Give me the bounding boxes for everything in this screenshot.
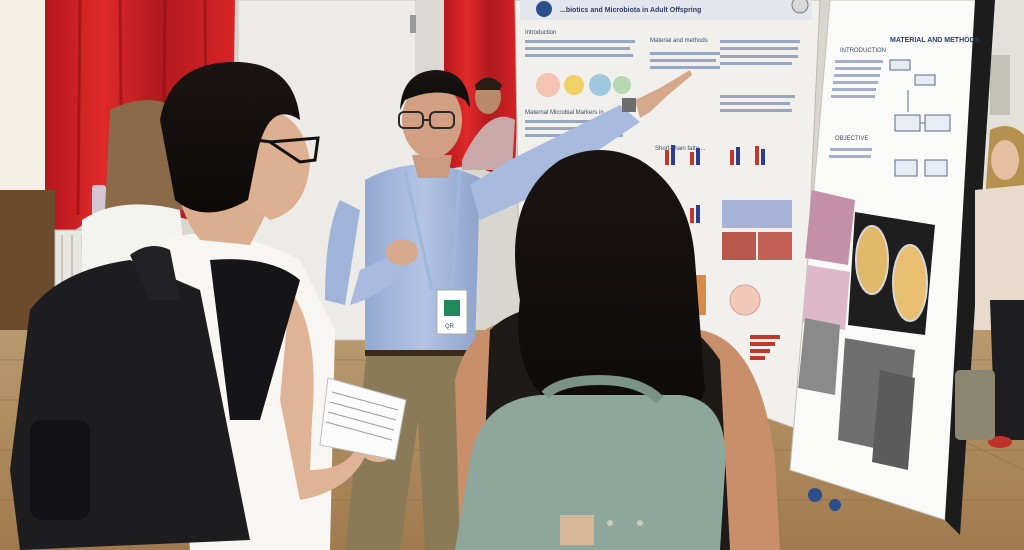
student-glasses xyxy=(254,136,320,164)
presenter-glasses xyxy=(398,111,455,129)
woman-right-shoe xyxy=(988,436,1012,448)
printed-program-paper xyxy=(319,377,407,461)
window xyxy=(0,0,48,190)
backpack-zip-2 xyxy=(637,520,643,526)
lanyard-right xyxy=(450,169,462,291)
woman-right-bag xyxy=(955,370,995,440)
lanyard-left xyxy=(403,169,434,291)
presenter-pointing-arm xyxy=(470,105,640,220)
bg-man-hair xyxy=(475,77,502,90)
backpack-strap-top xyxy=(130,246,180,300)
poster-pie xyxy=(729,284,761,316)
poster-section-intro: Introduction xyxy=(525,30,556,36)
green-backpack-handle xyxy=(541,374,664,404)
bg-man-shirt xyxy=(462,116,515,170)
presenter-pointing-hand xyxy=(635,70,692,118)
student-short-hair xyxy=(160,61,300,213)
person-background-man xyxy=(462,77,515,170)
institute-logo xyxy=(791,0,809,14)
student-arm xyxy=(280,290,370,500)
poster-section-methods: Material and methods xyxy=(650,38,708,44)
poster-right-text-lines xyxy=(829,60,883,158)
petri-dish-2 xyxy=(892,244,928,322)
presenter-hair xyxy=(400,70,470,110)
person-woman-right xyxy=(955,126,1024,448)
poster-right-logo-2 xyxy=(829,499,841,511)
badge-text: QR xyxy=(445,324,455,330)
poster-figure-circle-2 xyxy=(564,75,584,95)
presenter-badge xyxy=(436,289,468,335)
poster-right-objective-heading: OBJECTIVE xyxy=(835,136,868,142)
green-backpack xyxy=(455,395,726,550)
poster-microscopy-pink-2 xyxy=(802,265,850,330)
person-student-glasses xyxy=(10,61,407,550)
woman-right-pants xyxy=(990,300,1024,440)
poster-figure-circle-3 xyxy=(589,74,611,96)
presenter-hand xyxy=(386,239,418,265)
wall-fixture xyxy=(990,55,1010,115)
presenter-neck xyxy=(412,155,452,178)
poster-section-scfa: Short-chain fatty ... xyxy=(655,146,706,152)
poster-right-methods-heading: MATERIAL AND METHODS xyxy=(890,37,980,44)
poster-sem-1 xyxy=(798,318,840,395)
poster-histology-red-2 xyxy=(758,232,792,260)
petri-dish-1 xyxy=(855,225,889,295)
badge-qr-code xyxy=(444,300,460,316)
door-hinge xyxy=(410,15,418,33)
poster-right-intro-heading: INTRODUCTION xyxy=(840,48,886,54)
poster-microscopy-pink-1 xyxy=(805,190,855,265)
backpack-zip-1 xyxy=(607,520,613,526)
university-logo xyxy=(536,1,552,17)
poster-center-title: ...biotics and Microbiota in Adult Offsp… xyxy=(560,7,701,14)
poster-histology-red-1 xyxy=(722,232,756,260)
long-black-hair xyxy=(515,150,705,432)
poster-right-flowchart xyxy=(889,59,951,177)
presenter-left-arm xyxy=(325,200,360,305)
poster-center-title-band xyxy=(520,0,812,20)
poster-bar-charts xyxy=(660,145,765,223)
poster-sem-3 xyxy=(872,370,915,470)
poster-section-markers: Maternal Microbial Markers in ... xyxy=(525,110,611,116)
backpack-shoulder-strap xyxy=(210,259,300,420)
person-long-hair-woman xyxy=(455,150,780,550)
poster-red-bars xyxy=(750,335,780,360)
woman-right-face xyxy=(991,140,1019,180)
backpack-front-pocket xyxy=(30,420,90,520)
poster-figure-circle-4 xyxy=(613,76,631,94)
poster-right-logo-1 xyxy=(808,488,822,502)
presenter-wristwatch xyxy=(622,98,636,112)
green-backpack-tag xyxy=(560,515,594,545)
presenter-face xyxy=(402,82,462,158)
poster-histology-blue xyxy=(722,200,792,228)
poster-figure-circle-1 xyxy=(536,73,560,97)
woman-right-shawl xyxy=(975,185,1024,330)
